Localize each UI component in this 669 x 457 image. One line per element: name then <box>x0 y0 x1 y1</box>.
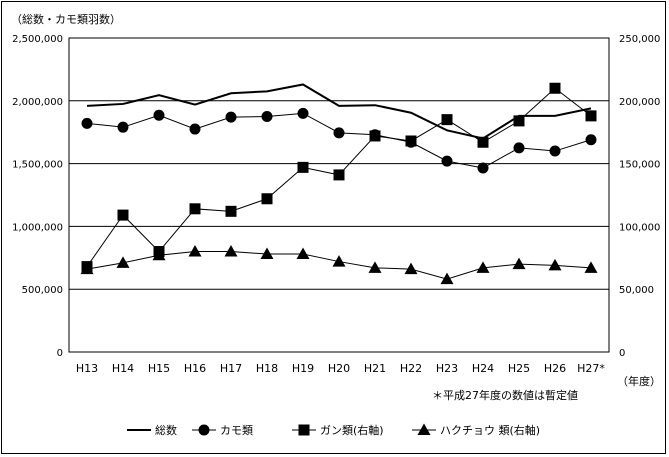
data-point-goose <box>333 169 345 181</box>
data-point-duck <box>297 107 309 119</box>
data-point-swan <box>116 256 130 268</box>
x-tick-label: H18 <box>256 362 278 375</box>
x-tick-label: H24 <box>472 362 494 375</box>
y-left-tick-label: 1,500,000 <box>12 160 63 171</box>
data-point-duck <box>261 111 273 122</box>
series-layer <box>80 82 598 285</box>
data-point-swan <box>152 248 166 261</box>
data-point-goose <box>585 110 597 122</box>
data-point-duck <box>153 109 165 121</box>
y-right-tick-label: 150,000 <box>619 160 660 171</box>
data-point-duck <box>477 162 489 174</box>
data-point-duck <box>513 142 525 154</box>
plot-area <box>68 37 610 353</box>
y-left-tick-label: 1,000,000 <box>12 222 63 233</box>
legend-label-swan: ハクチョウ 類(右軸) <box>440 423 540 437</box>
x-tick-label: H13 <box>76 362 98 375</box>
legend: 総数 カモ類 ガン類(右軸) ハクチョウ 類(右軸) <box>127 423 540 437</box>
data-point-goose <box>441 114 453 126</box>
x-tick-label: H20 <box>328 362 350 375</box>
data-point-legend-duck <box>198 424 210 436</box>
grid-lines <box>69 100 609 290</box>
data-point-swan <box>512 257 526 270</box>
x-tick-label: H17 <box>220 362 242 375</box>
legend-label-goose: ガン類(右軸) <box>320 423 384 437</box>
data-point-legend-swan <box>417 423 431 435</box>
y-left-tick-label: 0 <box>57 348 63 359</box>
x-tick-label: H16 <box>184 362 206 375</box>
data-point-swan <box>296 247 310 260</box>
y-right-tick-label: 250,000 <box>619 34 660 45</box>
data-point-swan <box>440 272 454 285</box>
x-axis: H13 H14 H15 H16 H17 H18 H19 H20 H21 H22 H23 H24 H25 H… <box>76 362 606 375</box>
data-point-swan <box>584 261 598 273</box>
x-tick-label: H25 <box>508 362 530 375</box>
x-tick-label: H27* <box>577 362 605 375</box>
data-point-goose <box>477 136 489 148</box>
y-right-tick-label: 0 <box>619 348 625 359</box>
data-point-duck <box>81 117 93 129</box>
data-point-swan <box>476 261 490 273</box>
data-point-goose <box>261 193 273 205</box>
x-tick-label: H23 <box>436 362 458 375</box>
data-point-duck <box>441 155 453 167</box>
provisional-note: ＊平成27年度の数値は暫定値 <box>432 388 578 402</box>
data-point-swan <box>368 261 382 273</box>
y-right-tick-label: 50,000 <box>619 285 654 296</box>
legend-label-total: 総数 <box>155 423 177 437</box>
data-point-swan <box>332 255 346 267</box>
series-line-total <box>86 83 592 140</box>
x-tick-label: H14 <box>112 362 134 375</box>
y-left-tick-label: 2,000,000 <box>12 97 63 108</box>
data-point-swan <box>548 258 562 271</box>
data-point-legend-goose <box>298 424 310 436</box>
y-axis-left: 0 500,000 1,000,000 1,500,000 2,000,000 2,500… <box>12 34 63 359</box>
data-point-swan <box>404 262 418 275</box>
y-left-tick-label: 2,500,000 <box>12 34 63 45</box>
data-point-goose <box>513 115 525 127</box>
x-unit-label: （年度） <box>617 374 661 388</box>
y-right-tick-label: 200,000 <box>619 97 660 108</box>
data-point-goose <box>225 205 237 217</box>
data-point-goose <box>297 161 309 173</box>
data-point-goose <box>405 135 417 147</box>
x-tick-label: H26 <box>544 362 566 375</box>
data-point-duck <box>585 134 597 146</box>
y-left-tick-label: 500,000 <box>22 285 63 296</box>
data-point-swan <box>260 247 274 260</box>
x-tick-label: H22 <box>400 362 422 375</box>
data-point-swan <box>80 262 94 275</box>
data-point-duck <box>549 145 561 157</box>
data-point-duck <box>333 127 345 139</box>
legend-label-duck: カモ類 <box>220 424 253 437</box>
x-tick-label: H21 <box>364 362 386 375</box>
y-right-tick-label: 100,000 <box>619 222 660 233</box>
y-axis-right: 0 50,000 100,000 150,000 200,000 250,000 <box>619 34 660 359</box>
x-tick-label: H15 <box>148 362 170 375</box>
x-tick-label: H19 <box>292 362 314 375</box>
data-point-swan <box>188 245 202 257</box>
chart-title: （総数・カモ類羽数） <box>11 12 121 26</box>
data-point-goose <box>117 209 129 221</box>
data-point-goose <box>549 82 561 94</box>
data-point-duck <box>189 123 201 135</box>
data-point-duck <box>225 111 237 123</box>
data-point-goose <box>189 203 201 215</box>
data-point-swan <box>224 245 238 257</box>
data-point-goose <box>369 130 381 142</box>
data-point-duck <box>117 121 129 133</box>
